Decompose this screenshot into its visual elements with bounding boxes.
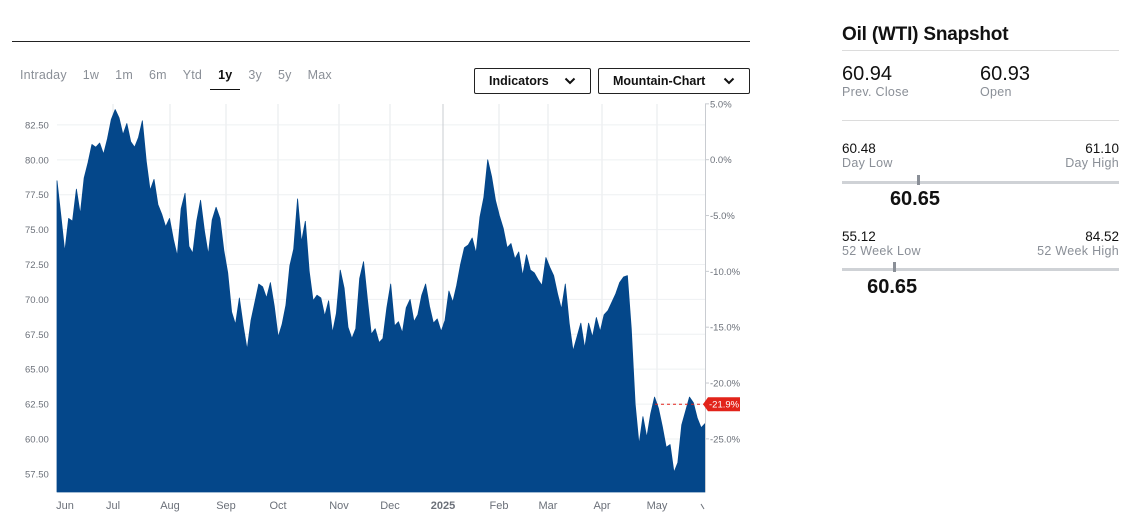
range-tab-3y[interactable]: 3y bbox=[248, 68, 262, 82]
y-axis-tick-label: 57.50 bbox=[25, 469, 49, 480]
snapshot-title: Oil (WTI) Snapshot bbox=[842, 24, 1009, 45]
current-change-badge bbox=[703, 397, 740, 412]
x-axis-tick-label: Oct bbox=[269, 500, 286, 512]
day-range-marker bbox=[916, 175, 920, 185]
top-divider bbox=[12, 41, 750, 42]
range-tab-5y[interactable]: 5y bbox=[278, 68, 292, 82]
price-area-series bbox=[56, 109, 706, 493]
y2-axis-tick-label: 0.0% bbox=[710, 155, 732, 166]
y-axis-tick-label: 65.00 bbox=[25, 365, 49, 376]
y-axis-tick-label: 75.00 bbox=[25, 225, 49, 236]
chart-type-dropdown[interactable]: Mountain-Chart bbox=[598, 68, 750, 94]
open-label: Open bbox=[980, 85, 1012, 99]
x-axis-end-tick bbox=[700, 503, 705, 510]
snapshot-divider bbox=[842, 120, 1119, 121]
x-axis-tick-label: Nov bbox=[329, 500, 349, 512]
range-tab-1w[interactable]: 1w bbox=[82, 68, 100, 82]
x-axis-tick-label: May bbox=[647, 500, 668, 512]
indicators-dropdown-label: Indicators bbox=[489, 74, 549, 88]
y2-axis-tick-label: -25.0% bbox=[710, 434, 741, 445]
indicators-dropdown[interactable]: Indicators bbox=[474, 68, 591, 94]
snapshot-divider bbox=[842, 50, 1119, 51]
y-axis-tick-label: 80.00 bbox=[25, 155, 49, 166]
x-axis-tick-label: Mar bbox=[539, 500, 558, 512]
y-axis-tick-label: 67.50 bbox=[25, 330, 49, 341]
y2-axis-tick-label: -10.0% bbox=[710, 267, 741, 278]
open-value: 60.93 bbox=[980, 63, 1031, 85]
range-tab-1y[interactable]: 1y bbox=[210, 64, 241, 90]
prev-close-label: Prev. Close bbox=[842, 85, 909, 99]
y-axis-tick-label: 82.50 bbox=[25, 120, 49, 131]
chevron-down-icon bbox=[723, 77, 735, 85]
range-tabs: Intraday 1w 1m 6m Ytd 1y 3y 5y Max bbox=[12, 64, 340, 94]
y-axis-tick-label: 70.00 bbox=[25, 295, 49, 306]
y-axis-tick-label: 77.50 bbox=[25, 190, 49, 201]
current-change-label: -21.9% bbox=[709, 400, 740, 411]
x-axis-tick-label: Dec bbox=[380, 500, 400, 512]
day-range-current: 60.65 bbox=[889, 188, 940, 210]
week52-range-track bbox=[842, 268, 1119, 271]
x-axis-tick-label: Sep bbox=[216, 500, 236, 512]
y2-axis-tick-label: -20.0% bbox=[710, 379, 741, 390]
chevron-down-icon bbox=[564, 77, 576, 85]
y-axis-tick-label: 62.50 bbox=[25, 400, 49, 411]
range-tab-6m[interactable]: 6m bbox=[148, 68, 167, 82]
y2-axis-tick-label: 5.0% bbox=[710, 100, 732, 110]
range-tab-intraday[interactable]: Intraday bbox=[20, 68, 67, 82]
week52-low-value: 55.12 bbox=[842, 229, 876, 244]
x-axis-tick-label: Jun bbox=[56, 500, 74, 512]
day-range-track bbox=[842, 181, 1119, 184]
prev-close-value: 60.94 bbox=[842, 63, 893, 85]
x-axis-tick-label: 2025 bbox=[431, 500, 455, 512]
week52-low-label: 52 Week Low bbox=[842, 244, 921, 258]
week52-range-marker bbox=[893, 262, 897, 272]
day-low-label: Day Low bbox=[842, 156, 893, 170]
day-high-label: Day High bbox=[1065, 156, 1119, 170]
day-high-value: 61.10 bbox=[1085, 141, 1119, 156]
y-axis-tick-label: 72.50 bbox=[25, 260, 49, 271]
range-tab-1m[interactable]: 1m bbox=[115, 68, 133, 82]
y2-axis-tick-label: -15.0% bbox=[710, 323, 741, 334]
y-axis-tick-label: 60.00 bbox=[25, 434, 49, 445]
week52-range-current: 60.65 bbox=[867, 276, 918, 298]
y2-axis-tick-label: -5.0% bbox=[710, 211, 735, 222]
x-axis-tick-label: Apr bbox=[593, 500, 610, 512]
x-axis-tick-label: Aug bbox=[160, 500, 180, 512]
price-chart[interactable]: 82.50 80.00 77.50 75.00 72.50 70.00 67.50 65.00… bbox=[0, 100, 750, 520]
week52-high-label: 52 Week High bbox=[1037, 244, 1119, 258]
week52-high-value: 84.52 bbox=[1085, 229, 1119, 244]
day-low-value: 60.48 bbox=[842, 141, 876, 156]
chart-type-dropdown-label: Mountain-Chart bbox=[613, 74, 706, 88]
range-tab-max[interactable]: Max bbox=[307, 68, 332, 82]
x-axis-tick-label: Feb bbox=[490, 500, 509, 512]
range-tab-ytd[interactable]: Ytd bbox=[182, 68, 203, 82]
x-axis-tick-label: Jul bbox=[106, 500, 120, 512]
